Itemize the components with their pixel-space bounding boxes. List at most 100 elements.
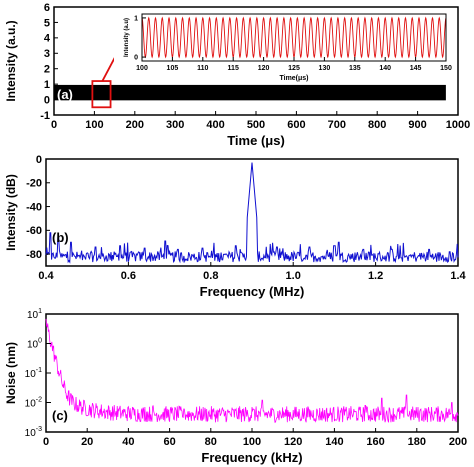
inset-y-tick: 1	[134, 15, 146, 22]
panel-a-x-tick-label: 600	[287, 119, 305, 131]
panel-a-y-label: Intensity (a.u.)	[4, 20, 18, 101]
panel-b-x-tick-label: 0.4	[38, 270, 54, 282]
panel-c-x-tick: 40	[122, 428, 135, 448]
panel-b-x-ticks: 0.4 0.6 0.8 1.0 1.2 1.4	[38, 262, 467, 282]
panel-a-y-ticks: -1 0 1 2 3 4 5 6	[40, 2, 58, 122]
panel-a-x-tick: 200	[126, 111, 144, 131]
panel-b-x-tick: 0.8	[203, 262, 218, 282]
panel-c-y-tick-label: 100	[27, 338, 42, 351]
panel-c-x-tick: 100	[243, 428, 261, 448]
panel-c-x-tick-label: 160	[366, 436, 384, 448]
panel-c-x-tick: 180	[408, 428, 426, 448]
panel-b-y-tick-label: -60	[26, 225, 42, 237]
panel-c-x-tick: 0	[43, 428, 49, 448]
inset-y-label: Intensity (a.u)	[124, 18, 130, 57]
panel-a-x-tick: 400	[206, 111, 225, 131]
panel-a-x-label: Time (μs)	[227, 133, 285, 148]
panel-a-y-tick: 4	[44, 33, 58, 45]
inset-x-tick-label: 140	[379, 65, 391, 72]
panel-b-y-tick-label: -20	[26, 178, 42, 190]
panel-a-y-tick-label: 4	[44, 33, 51, 45]
panel-a-x-tick: 500	[247, 111, 265, 131]
inset-x-tick-label: 145	[410, 65, 422, 72]
panel-b-x-tick: 1.2	[368, 262, 383, 282]
inset-x-tick: 115	[228, 57, 239, 72]
panel-c-y-tick-label: 101	[27, 308, 42, 321]
panel-a-y-tick-label: 3	[44, 48, 50, 60]
panel-b-x-tick: 1.4	[450, 262, 467, 282]
panel-c-x-tick: 20	[81, 428, 93, 448]
panel-a-x-tick: 800	[368, 111, 386, 131]
panel-a-x-tick: 300	[166, 111, 184, 131]
panel-c-x-tick-label: 60	[163, 436, 175, 448]
inset-x-label: Time(μs)	[279, 75, 308, 82]
panel-a-x-tick-label: 100	[85, 119, 103, 131]
inset-y-tick-label: 1	[134, 15, 138, 22]
inset-x-tick-label: 115	[228, 65, 239, 72]
panel-b-x-tick: 0.6	[121, 262, 136, 282]
panel-a-x-tick-label: 500	[247, 119, 265, 131]
panel-a-x-tick-label: 1000	[446, 119, 470, 131]
inset-x-tick-label: 130	[319, 65, 331, 72]
inset-x-tick-label: 120	[258, 65, 270, 72]
inset-x-tick: 110	[197, 57, 209, 72]
panel-c-x-tick-label: 20	[81, 436, 93, 448]
panel-c-y-tick: 10-2	[25, 397, 51, 410]
inset-x-tick: 145	[410, 57, 422, 72]
panel-b-y-label: Intensity (dB)	[4, 174, 18, 251]
panel-a-x-tick: 900	[408, 111, 427, 131]
panel-a-y-tick-label: 0	[44, 94, 50, 106]
panel-b-x-tick: 1.0	[286, 262, 301, 282]
panel-c-x-ticks: 0 20 40 60 80 100 120 140 160 180 200	[43, 428, 467, 448]
panel-a-y-tick: 0	[44, 94, 58, 106]
zoom-box	[91, 80, 112, 109]
panel-c-x-tick-label: 140	[325, 436, 343, 448]
inset-x-tick-label: 135	[349, 65, 361, 72]
inset-x-tick: 140	[379, 57, 391, 72]
panel-c-series-line	[45, 318, 459, 423]
panel-c-tag: (c)	[52, 408, 68, 423]
panel-a: 0 100 200 300 400 500 600 700 800 900 1000 -101234…	[4, 2, 470, 148]
signal-band	[54, 84, 446, 101]
panel-a-x-tick-label: 800	[368, 119, 386, 131]
panel-a-x-ticks: 0 100 200 300 400 500 600 700 800 900 1000	[51, 111, 470, 131]
panel-c-x-tick-label: 0	[43, 436, 49, 448]
panel-b-y-tick: -60	[26, 225, 50, 237]
panel-a-y-tick-label: 1	[44, 79, 50, 91]
panel-b-plot	[45, 162, 459, 264]
panel-c-x-tick: 140	[325, 428, 344, 448]
panel-c-y-tick: 10-3	[25, 426, 51, 439]
inset-x-ticks: 100 105 110 115 120 125 130 135 140 145 150	[136, 57, 452, 72]
panel-b-x-label: Frequency (MHz)	[200, 284, 305, 299]
panel-b-tag: (b)	[52, 230, 69, 245]
panel-b-x-tick-label: 0.8	[203, 270, 218, 282]
panel-a-x-tick-label: 900	[408, 119, 426, 131]
inset-x-tick-label: 105	[167, 65, 179, 72]
panel-c-y-tick-label: 10-2	[25, 397, 42, 410]
panel-a-x-tick: 1000	[446, 111, 470, 131]
panel-c-x-label: Frequency (kHz)	[201, 450, 302, 465]
panel-a-x-tick: 100	[85, 111, 104, 131]
panel-a-x-tick-label: 300	[166, 119, 184, 131]
panel-a-x-tick-label: 200	[126, 119, 144, 131]
panel-c-x-tick-label: 40	[122, 436, 134, 448]
panel-b-y-tick: -80	[26, 249, 50, 261]
panel-c-x-tick: 80	[205, 428, 217, 448]
inset-x-tick: 105	[167, 57, 179, 72]
panel-b-y-ticks: -80 -60 -40 -20 0	[26, 154, 50, 261]
inset-chart: 100 105 110 115 120 125 130 135 140 145 150 01 Tim…	[114, 10, 452, 83]
inset-x-tick: 120	[258, 57, 270, 72]
panel-c-y-tick: 100	[27, 338, 51, 351]
panel-a-y-tick: 6	[44, 2, 58, 14]
panel-b-y-tick-label: -40	[26, 201, 42, 213]
panel-a-y-tick-label: 2	[44, 64, 50, 76]
inset-x-tick-label: 125	[288, 65, 300, 72]
panel-b-x-tick-label: 1.4	[450, 270, 466, 282]
panel-b-y-tick: -40	[26, 201, 50, 213]
inset-x-tick: 150	[440, 57, 452, 72]
panel-c-y-tick: 10-1	[25, 367, 51, 380]
inset-x-tick-label: 150	[440, 65, 452, 72]
panel-b-frame	[45, 158, 459, 267]
panel-c-x-tick-label: 80	[205, 436, 217, 448]
inset-x-tick-label: 100	[136, 65, 148, 72]
